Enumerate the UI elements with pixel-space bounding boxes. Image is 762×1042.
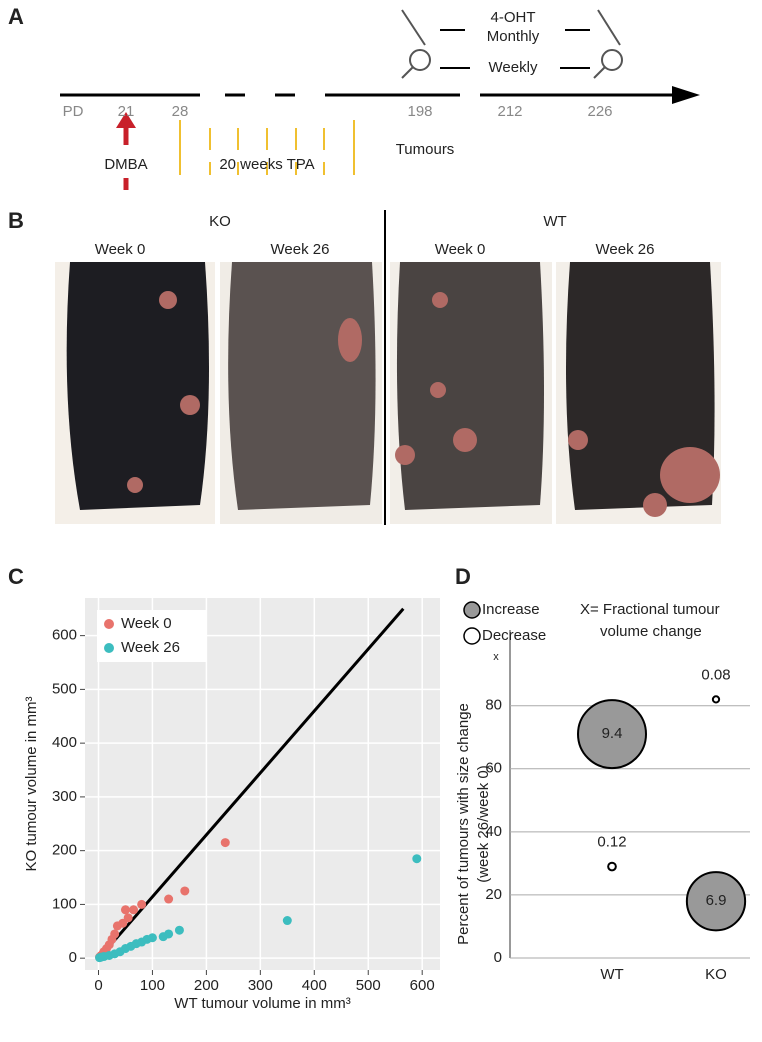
bubble	[577, 699, 647, 770]
dmba-label: DMBA	[104, 156, 147, 173]
timeline-label: 21	[118, 103, 135, 120]
bubble-label: 6.9	[706, 892, 727, 909]
tumours-label: Tumours	[396, 141, 455, 158]
y-tick-label: 400	[52, 734, 77, 751]
timeline-arrow	[672, 86, 700, 104]
y-axis-label: (week 26/week 0)	[475, 765, 492, 883]
point	[123, 913, 133, 923]
reference-line	[108, 607, 405, 948]
tpa-arrows	[179, 120, 355, 175]
legend-note: volume change	[600, 623, 702, 640]
legend-marker	[104, 643, 114, 653]
point	[164, 894, 174, 904]
y-tick-label: 600	[52, 627, 77, 644]
timeline	[60, 29, 680, 97]
legend-marker	[463, 601, 481, 619]
timeline-label: 212	[497, 103, 522, 120]
legend-label: Decrease	[482, 627, 546, 644]
panel-letter: A	[8, 4, 24, 29]
timeline-label: PD	[63, 103, 84, 120]
monthly-label: Monthly	[487, 28, 540, 45]
x-tick-label: 600	[410, 977, 435, 994]
timeline-label: 198	[407, 103, 432, 120]
y-tick-label: 80	[485, 697, 502, 714]
x-tick-label: KO	[705, 966, 727, 983]
legend-box	[97, 610, 207, 662]
y-tick-label: 300	[52, 788, 77, 805]
legend-label: Increase	[482, 601, 540, 618]
x-tick-label: 100	[140, 977, 165, 994]
panel-letter: B	[8, 208, 24, 233]
y-axis-label: Percent of tumours with size change	[455, 703, 472, 945]
week-label: Week 0	[95, 241, 146, 258]
point	[137, 899, 147, 909]
point	[110, 929, 120, 939]
timeline-label: 28	[172, 103, 189, 120]
x-tick-label: 0	[94, 977, 102, 994]
tpa-label: 20 weeks TPA	[219, 156, 314, 173]
mouse-photos	[55, 262, 721, 524]
bubble-label: 0.08	[701, 666, 730, 683]
y-tick-label: 0	[69, 949, 77, 966]
x-tick-label: 400	[302, 977, 327, 994]
dmba-arrow-head	[116, 112, 136, 128]
legend-x: x	[493, 651, 499, 663]
group-label: WT	[543, 213, 566, 230]
x-tick-label: 500	[356, 977, 381, 994]
point	[180, 886, 190, 896]
weekly-label: Weekly	[489, 59, 538, 76]
y-tick-label: 500	[52, 680, 77, 697]
y-tick-label: 0	[494, 949, 502, 966]
x-axis-label: WT tumour volume in mm³	[174, 995, 350, 1012]
x-tick-label: WT	[600, 966, 623, 983]
timeline-label: 226	[587, 103, 612, 120]
point	[164, 929, 174, 939]
point	[174, 925, 184, 935]
x-tick-label: 200	[194, 977, 219, 994]
point	[412, 854, 422, 864]
y-tick-label: 200	[52, 842, 77, 859]
legend-label: Week 0	[121, 615, 172, 632]
syringe-icons	[401, 9, 623, 79]
bubble	[711, 695, 721, 704]
panel-letter: C	[8, 564, 24, 589]
week-label: Week 0	[435, 241, 486, 258]
point	[147, 933, 157, 943]
point	[129, 905, 139, 915]
y-tick-label: 100	[52, 895, 77, 912]
bubble	[607, 861, 617, 872]
drug-label: 4-OHT	[491, 9, 536, 26]
week-label: Week 26	[596, 241, 655, 258]
bubble-label: 0.12	[597, 834, 626, 851]
legend-marker	[463, 627, 481, 645]
panel-letter: D	[455, 564, 471, 589]
y-tick-label: 60	[485, 760, 502, 777]
point	[282, 916, 292, 926]
y-tick-label: 40	[485, 823, 502, 840]
y-tick-label: 20	[485, 886, 502, 903]
legend-marker	[104, 619, 114, 629]
week-label: Week 26	[271, 241, 330, 258]
group-label: KO	[209, 213, 231, 230]
point	[220, 838, 230, 848]
x-tick-label: 300	[248, 977, 273, 994]
legend-note: X= Fractional tumour	[580, 601, 720, 618]
bubble	[685, 871, 747, 932]
legend-label: Week 26	[121, 639, 180, 656]
point	[120, 905, 130, 915]
y-axis-label: KO tumour volume in mm³	[23, 696, 40, 871]
bubble-label: 9.4	[602, 725, 623, 742]
